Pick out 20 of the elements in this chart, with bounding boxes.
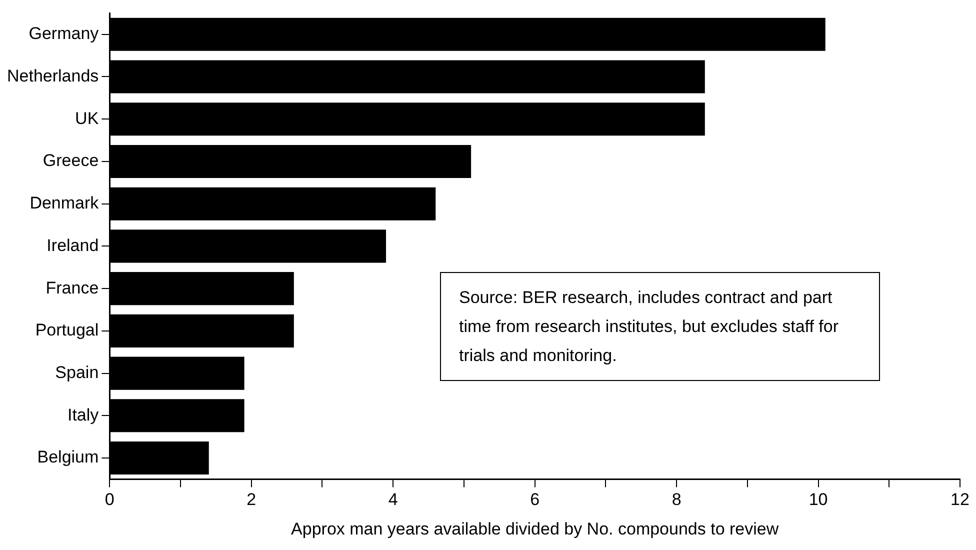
- y-tick-label: Belgium: [37, 448, 99, 467]
- x-tick-label: 4: [388, 490, 398, 510]
- y-tick-label: France: [46, 278, 99, 298]
- x-tick-label: 10: [808, 490, 828, 510]
- y-tick-label: UK: [75, 108, 100, 128]
- y-tick-label: Netherlands: [6, 66, 99, 86]
- x-tick-label: 8: [672, 490, 682, 510]
- x-tick-label: 12: [950, 490, 970, 510]
- x-tick-label: 0: [104, 490, 114, 510]
- y-tick-label: Italy: [67, 405, 100, 424]
- y-tick-label: Spain: [55, 362, 99, 382]
- x-tick-label: 2: [246, 490, 256, 510]
- x-axis-title: Approx man years available divided by No. compounds to review: [291, 519, 780, 538]
- y-tick-label: Denmark: [30, 194, 100, 213]
- y-tick-label: Germany: [28, 24, 100, 44]
- y-tick-label: Portugal: [35, 320, 99, 340]
- y-tick-label: Ireland: [46, 236, 99, 255]
- y-tick-label: Greece: [42, 151, 99, 170]
- source-note: Source: BER research, includes contract and part time from research institutes, but excludes staff for trials and monitoring.: [440, 272, 880, 381]
- x-tick-label: 6: [530, 490, 540, 510]
